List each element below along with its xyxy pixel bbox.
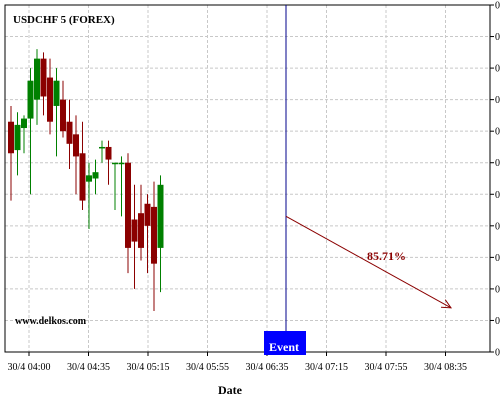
y-tick-label: 0.9756 xyxy=(495,1,500,12)
candle-bull xyxy=(27,80,34,119)
candle-bear xyxy=(131,219,138,242)
candle-bear xyxy=(73,134,79,157)
candle-bear xyxy=(47,77,53,122)
plot-border xyxy=(4,4,491,353)
candle-bear xyxy=(40,58,47,97)
y-tick-label: 0.9750 xyxy=(495,95,500,106)
candle-bull xyxy=(86,175,92,182)
candle-bull xyxy=(92,172,99,179)
event-label: Event xyxy=(269,340,299,354)
candle-bull xyxy=(112,162,118,165)
candle-bull xyxy=(34,58,40,100)
y-tick-label: 0.9752 xyxy=(495,64,500,75)
candle-bull xyxy=(14,124,21,151)
y-tick-label: 0.9754 xyxy=(495,32,500,43)
y-tick-label: 0.9746 xyxy=(495,158,500,169)
y-tick-label: 0.9744 xyxy=(495,190,500,201)
grid xyxy=(5,4,490,353)
chart-title: USDCHF 5 (FOREX) xyxy=(13,14,115,26)
candle-bull xyxy=(99,146,105,149)
y-tick-label: 0.9742 xyxy=(495,221,500,232)
x-tick-label: 30/4 08:35 xyxy=(424,362,467,373)
x-tick-label: 30/4 04:00 xyxy=(7,362,50,373)
arrow-shaft xyxy=(285,215,452,309)
x-tick-label: 30/4 05:55 xyxy=(186,362,229,373)
arrow-head xyxy=(440,299,453,309)
x-tick-label: 30/4 07:15 xyxy=(305,362,348,373)
x-tick-label: 30/4 07:55 xyxy=(364,362,407,373)
y-tick-label: 0.9738 xyxy=(495,284,500,295)
candle-bull xyxy=(53,80,60,106)
event-marker xyxy=(264,331,306,355)
x-tick-label: 30/4 06:35 xyxy=(245,362,288,373)
candle-bear xyxy=(79,153,86,201)
projection-arrow xyxy=(285,215,453,309)
x-tick-label: 30/4 04:35 xyxy=(67,362,110,373)
candle-bull xyxy=(118,162,125,165)
candle-bear xyxy=(66,121,73,144)
y-tick-label: 0.9734 xyxy=(495,348,500,359)
candle-bear xyxy=(60,99,66,132)
candles xyxy=(8,49,164,311)
y-tick-label: 0.9748 xyxy=(495,127,500,138)
projection-percentage: 85.71% xyxy=(367,249,406,263)
y-axis: 0.9734 0.9736 0.9738 0.9740 0.9742 0.9744 0.97… xyxy=(490,1,500,359)
x-tick-label: 30/4 05:15 xyxy=(126,362,169,373)
y-tick-label: 0.9736 xyxy=(495,316,500,327)
x-axis-title: Date xyxy=(218,383,243,397)
y-tick-label: 0.9740 xyxy=(495,253,500,264)
candle-bear xyxy=(105,146,112,160)
candle-bear xyxy=(138,213,144,248)
candle-bull xyxy=(157,184,164,248)
x-axis: 30/4 04:00 30/4 04:35 30/4 05:15 30/4 05:55… xyxy=(7,352,467,373)
candle-bear xyxy=(151,206,157,264)
candle-bear xyxy=(144,203,151,226)
candle-bull xyxy=(21,118,27,129)
candle-bear xyxy=(8,121,14,154)
watermark: www.delkos.com xyxy=(15,316,87,327)
candle-bear xyxy=(125,162,131,248)
